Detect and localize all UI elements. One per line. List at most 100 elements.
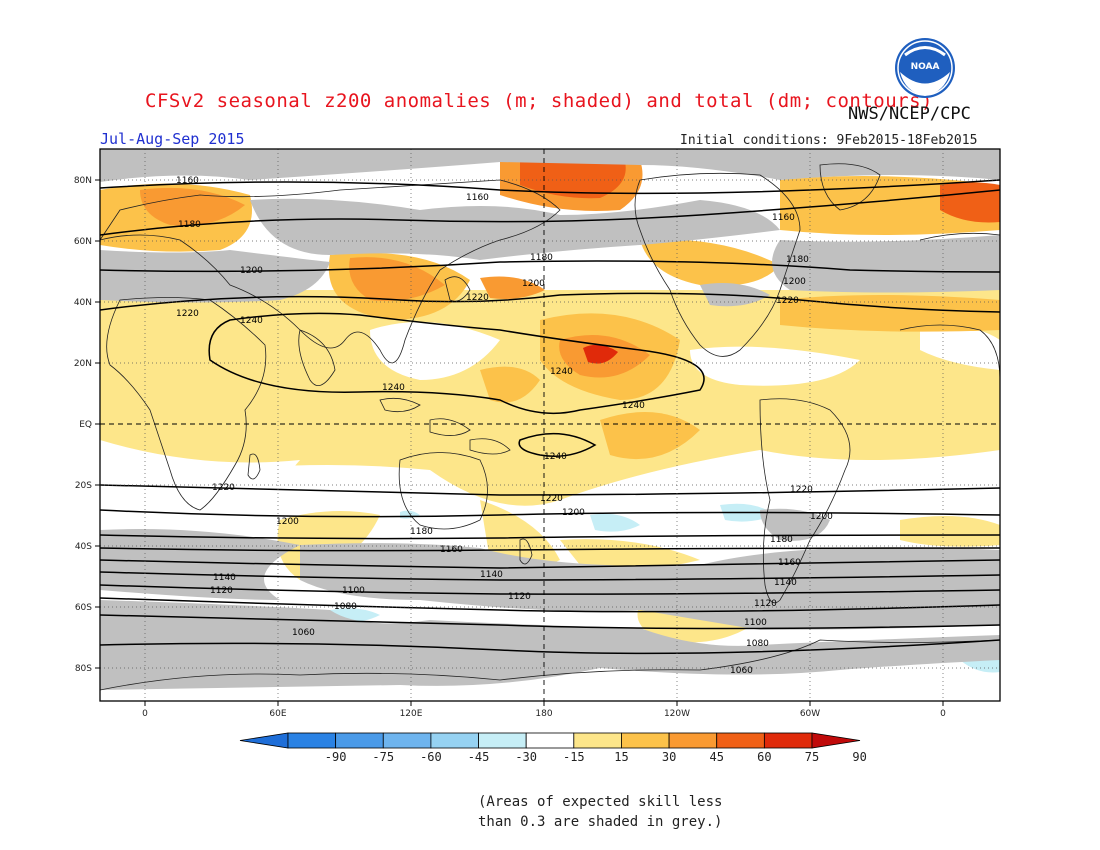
svg-text:1220: 1220 [776,296,799,306]
svg-text:0: 0 [940,709,946,719]
skill-note-line-1: (Areas of expected skill less [478,794,723,810]
svg-text:40S: 40S [75,542,92,552]
svg-text:1180: 1180 [770,535,793,545]
svg-text:1160: 1160 [466,193,489,203]
svg-text:80N: 80N [74,176,92,186]
svg-text:20S: 20S [75,481,92,491]
colorbar-segment [382,732,432,749]
svg-text:1080: 1080 [334,602,357,612]
latitude-labels: 80N 60N 40N 20N EQ 20S 40S 60S 80S [74,176,92,674]
svg-text:60E: 60E [269,709,286,719]
svg-text:120E: 120E [400,709,423,719]
colorbar-label: -75 [372,750,394,764]
svg-text:1200: 1200 [240,266,263,276]
svg-text:1060: 1060 [730,666,753,676]
logo-text: NOAA [911,62,940,72]
svg-text:1100: 1100 [342,586,365,596]
svg-text:80S: 80S [75,664,92,674]
svg-text:1160: 1160 [176,176,199,186]
colorbar-label: 15 [614,750,628,764]
colorbar-label: -45 [468,750,490,764]
svg-text:180: 180 [535,709,552,719]
svg-text:1240: 1240 [550,367,573,377]
noaa-logo-icon: NOAA [895,38,955,98]
anomaly-shading [100,149,1000,701]
svg-text:1160: 1160 [778,558,801,568]
colorbar-segment [763,732,813,749]
svg-text:1160: 1160 [440,545,463,555]
color-bar: -90 -75 -60 -45 -30 -15 15 30 45 60 75 90 [239,732,867,764]
contour-labels: 1160 1160 1160 1180 1180 1180 1200 1200 … [176,176,833,676]
colorbar-label: 30 [662,750,676,764]
colorbar-label: 60 [757,750,771,764]
height-contours [100,179,1000,655]
svg-text:1140: 1140 [213,573,236,583]
colorbar-arrow-low [239,732,289,749]
svg-text:1180: 1180 [410,527,433,537]
svg-text:1220: 1220 [212,483,235,493]
skill-note: (Areas of expected skill less than 0.3 a… [478,792,722,832]
longitude-labels: 0 60E 120E 180 120W 60W 0 [142,709,946,719]
chart-title: CFSv2 seasonal z200 anomalies (m; shaded… [145,90,933,112]
svg-text:1200: 1200 [276,517,299,527]
svg-text:1100: 1100 [744,618,767,628]
svg-text:1120: 1120 [754,599,777,609]
initial-conditions-label: Initial conditions: 9Feb2015-18Feb2015 [680,133,978,148]
skill-note-line-2: than 0.3 are shaded in grey.) [478,814,723,830]
colorbar-label: 45 [710,750,724,764]
equator-dateline [100,149,1000,701]
svg-text:1120: 1120 [210,586,233,596]
colorbar-segment [716,732,765,749]
svg-text:1240: 1240 [622,401,645,411]
colorbar-segment [335,732,384,749]
svg-text:1160: 1160 [772,213,795,223]
colorbar-label: -90 [325,750,347,764]
svg-text:60W: 60W [800,709,820,719]
colorbar-arrow-high [811,732,861,749]
svg-text:1220: 1220 [466,293,489,303]
colorbar-segment [525,732,575,749]
svg-text:1240: 1240 [240,316,263,326]
colorbar-segment [430,732,479,749]
colorbar-segment [573,732,622,749]
svg-text:1240: 1240 [382,383,405,393]
svg-text:0: 0 [142,709,148,719]
svg-text:1200: 1200 [562,508,585,518]
season-label: Jul-Aug-Sep 2015 [100,130,245,148]
svg-text:60S: 60S [75,603,92,613]
svg-text:1240: 1240 [544,452,567,462]
svg-text:1180: 1180 [786,255,809,265]
svg-text:40N: 40N [74,298,92,308]
coastlines [100,163,1000,691]
svg-text:20N: 20N [74,359,92,369]
colorbar-label: 75 [805,750,819,764]
axis-ticks [95,179,944,706]
map-frame [99,148,1001,702]
colorbar-segment [668,732,718,749]
svg-text:1140: 1140 [480,570,503,580]
svg-text:1220: 1220 [540,494,563,504]
svg-text:EQ: EQ [79,420,92,430]
graticule [100,149,1000,701]
svg-text:1220: 1220 [176,309,199,319]
colorbar-segment [621,732,670,749]
svg-text:1080: 1080 [746,639,769,649]
svg-text:1200: 1200 [783,277,806,287]
svg-text:1200: 1200 [522,279,545,289]
colorbar-label: -60 [420,750,442,764]
colorbar-segment [478,732,527,749]
colorbar-label: -30 [515,750,537,764]
svg-text:1180: 1180 [530,253,553,263]
colorbar-segment [287,732,337,749]
svg-text:1180: 1180 [178,220,201,230]
svg-text:1220: 1220 [790,485,813,495]
svg-text:120W: 120W [664,709,690,719]
colorbar-label: -15 [563,750,585,764]
svg-text:1060: 1060 [292,628,315,638]
svg-text:1140: 1140 [774,578,797,588]
svg-text:60N: 60N [74,237,92,247]
colorbar-label: 90 [852,750,866,764]
svg-text:1120: 1120 [508,592,531,602]
agency-label: NWS/NCEP/CPC [848,104,971,124]
